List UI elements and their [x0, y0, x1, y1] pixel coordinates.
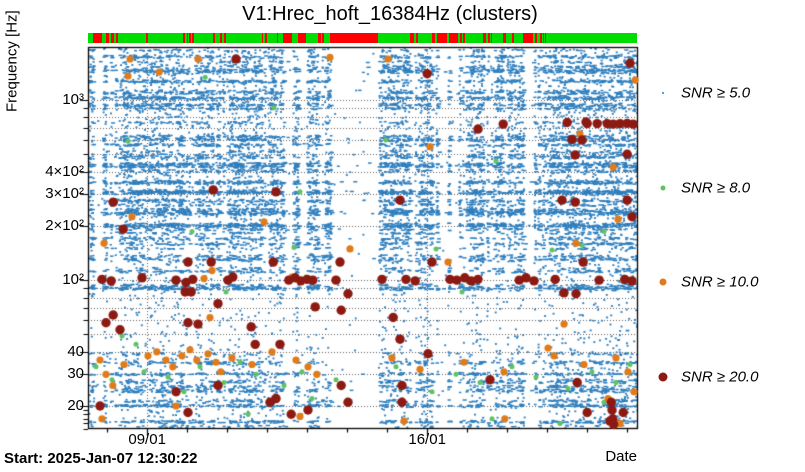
y-tick-label: 10³ [62, 91, 84, 109]
y-tick-label: 40 [67, 342, 84, 360]
status-red-segment [192, 33, 194, 43]
legend-item: SNR ≥ 8.0 [652, 178, 802, 198]
status-red-segment [183, 33, 186, 43]
status-red-segment [318, 33, 322, 43]
status-red-segment [543, 33, 545, 43]
status-red-segment [463, 33, 466, 43]
status-red-segment [298, 33, 306, 43]
status-red-segment [523, 33, 534, 43]
legend-label: SNR ≥ 10.0 [681, 273, 759, 291]
snr-legend: SNR ≥ 5.0 SNR ≥ 8.0 SNR ≥ 10.0 SNR ≥ 20.0 [652, 47, 802, 428]
x-tick-label: 16/01 [408, 431, 446, 448]
legend-marker-dot [660, 185, 666, 191]
legend-marker-dot [662, 92, 664, 94]
status-red-segment [220, 33, 222, 43]
status-red-segment [460, 33, 462, 43]
legend-label: SNR ≥ 5.0 [681, 84, 751, 102]
legend-item: SNR ≥ 10.0 [652, 272, 802, 292]
status-red-segment [322, 33, 324, 43]
legend-item: SNR ≥ 20.0 [652, 367, 802, 387]
legend-item: SNR ≥ 5.0 [652, 83, 802, 103]
status-red-segment [146, 33, 148, 43]
status-red-segment [483, 33, 486, 43]
status-red-segment [432, 33, 436, 43]
y-tick-label: 2×10² [45, 216, 84, 234]
status-red-segment [491, 33, 493, 43]
status-red-segment [330, 33, 378, 43]
status-red-segment [449, 33, 458, 43]
y-tick-label: 10² [62, 271, 84, 289]
status-red-segment [262, 33, 264, 43]
status-red-segment [437, 33, 448, 43]
status-red-segment [512, 33, 514, 43]
status-red-segment [265, 33, 268, 43]
status-red-segment [106, 33, 110, 43]
start-timestamp: Start: 2025-Jan-07 12:30:22 [4, 450, 198, 467]
status-red-segment [410, 33, 414, 43]
status-red-segment [535, 33, 538, 43]
y-tick-label: 3×10² [45, 185, 84, 203]
status-red-segment [487, 33, 490, 43]
legend-label: SNR ≥ 20.0 [681, 368, 759, 386]
status-red-segment [111, 33, 114, 43]
chart-title: V1:Hrec_hoft_16384Hz (clusters) [242, 3, 538, 25]
status-red-segment [187, 33, 189, 43]
status-red-segment [545, 33, 547, 43]
status-red-segment [540, 33, 542, 43]
status-red-segment [224, 33, 226, 43]
x-axis-title: Date [605, 448, 637, 465]
legend-label: SNR ≥ 8.0 [681, 179, 751, 197]
status-red-segment [277, 33, 279, 43]
status-red-segment [189, 33, 192, 43]
status-red-segment [213, 33, 216, 43]
legend-marker-dot [659, 278, 667, 286]
legend-marker-dot [658, 372, 668, 382]
x-tick-label: 09/01 [128, 431, 166, 448]
status-red-segment [503, 33, 506, 43]
detector-status-strip [88, 33, 637, 43]
status-red-segment [283, 33, 292, 43]
y-tick-label: 4×10² [45, 162, 84, 180]
status-red-segment [116, 33, 118, 43]
y-tick-label: 30 [67, 365, 84, 383]
status-red-segment [93, 33, 102, 43]
status-red-segment [416, 33, 418, 43]
y-tick-label: 20 [67, 397, 84, 415]
